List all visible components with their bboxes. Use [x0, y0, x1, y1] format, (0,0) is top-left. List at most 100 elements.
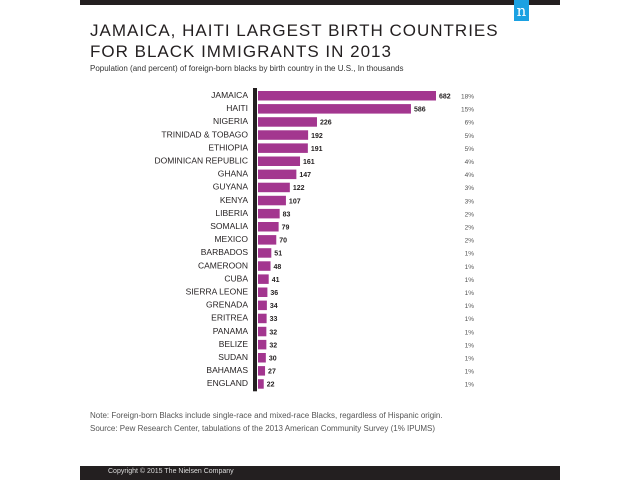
category-label: BARBADOS: [201, 247, 249, 257]
percent-label: 2%: [465, 225, 475, 232]
percent-label: 1%: [465, 290, 475, 297]
category-label: SOMALIA: [210, 221, 248, 231]
value-label: 48: [274, 264, 282, 271]
category-label: ERITREA: [211, 313, 248, 323]
category-label: SIERRA LEONE: [186, 287, 249, 297]
bar: [258, 222, 279, 232]
bar: [258, 326, 267, 337]
bar: [258, 143, 308, 153]
category-label: KENYA: [220, 195, 249, 205]
value-label: 161: [303, 159, 315, 166]
copyright: Copyright © 2015 The Nielsen Company: [108, 468, 234, 475]
percent-label: 1%: [465, 316, 475, 323]
percent-label: 1%: [465, 277, 475, 284]
bar: [258, 353, 266, 363]
percent-label: 1%: [465, 251, 475, 258]
value-label: 682: [439, 94, 451, 101]
bar: [258, 235, 277, 245]
bar: [258, 156, 301, 166]
value-label: 70: [279, 238, 287, 245]
category-label: BAHAMAS: [206, 365, 248, 375]
bar: [258, 300, 267, 311]
value-label: 191: [311, 146, 323, 153]
bar: [258, 366, 266, 376]
percent-label: 4%: [465, 172, 475, 179]
category-label: MEXICO: [214, 234, 248, 244]
value-label: 147: [299, 172, 311, 179]
value-label: 51: [274, 251, 282, 258]
category-label: PANAMA: [213, 326, 249, 336]
bar: [258, 274, 269, 284]
bar: [258, 130, 309, 140]
value-label: 32: [269, 329, 277, 336]
category-label: BELIZE: [219, 339, 249, 349]
percent-label: 3%: [465, 185, 475, 192]
percent-label: 1%: [465, 342, 475, 349]
category-label: SUDAN: [218, 352, 248, 362]
percent-label: 5%: [465, 133, 475, 140]
bar: [258, 287, 268, 297]
percent-label: 6%: [465, 120, 475, 127]
percent-label: 2%: [465, 238, 475, 245]
percent-label: 18%: [461, 94, 474, 101]
category-label: ENGLAND: [207, 378, 248, 388]
percent-label: 15%: [461, 107, 474, 114]
category-label: LIBERIA: [215, 208, 248, 218]
category-label: ETHIOPIA: [208, 142, 248, 152]
notes: Note: Foreign-born Blacks include single…: [90, 409, 443, 435]
source-text: Source: Pew Research Center, tabulations…: [90, 424, 436, 433]
bar: [258, 104, 411, 114]
bar: [258, 261, 271, 271]
axis-line: [253, 88, 257, 392]
bar: [258, 169, 297, 180]
percent-label: 3%: [465, 198, 475, 205]
value-label: 107: [289, 198, 301, 205]
nielsen-logo: n: [514, 0, 529, 21]
value-label: 122: [293, 185, 305, 192]
value-label: 83: [283, 211, 291, 218]
chart-subtitle: Population (and percent) of foreign-born…: [90, 64, 404, 73]
category-label: GRENADA: [206, 300, 248, 310]
category-label: GUYANA: [213, 182, 249, 192]
bar: [258, 379, 264, 389]
value-label: 22: [267, 382, 275, 389]
bar: [258, 313, 267, 324]
category-label: TRINIDAD & TOBAGO: [161, 129, 248, 139]
value-label: 41: [272, 277, 280, 284]
bar: [258, 182, 290, 193]
category-label: HAITI: [226, 103, 248, 113]
percent-label: 5%: [465, 146, 475, 153]
value-label: 34: [270, 303, 278, 310]
percent-label: 1%: [465, 329, 475, 336]
bar: [258, 91, 436, 101]
value-label: 33: [270, 316, 278, 323]
percent-label: 1%: [465, 264, 475, 271]
value-label: 30: [269, 356, 277, 363]
category-label: GHANA: [218, 169, 249, 179]
value-label: 586: [414, 107, 426, 114]
category-label: DOMINICAN REPUBLIC: [154, 156, 248, 166]
bar: [258, 195, 286, 206]
chart-title: JAMAICA, HAITI LARGEST BIRTH COUNTRIES F…: [90, 21, 499, 61]
category-label: CUBA: [224, 273, 248, 283]
bar: [258, 248, 272, 258]
percent-label: 2%: [465, 211, 475, 218]
footer-bar: Copyright © 2015 The Nielsen Company: [80, 466, 560, 480]
bar: [258, 208, 280, 219]
top-bar: [80, 0, 560, 5]
category-label: NIGERIA: [213, 116, 248, 126]
value-label: 36: [270, 290, 278, 297]
percent-label: 1%: [465, 382, 475, 389]
bar: [258, 339, 267, 350]
bar: [258, 117, 317, 127]
value-label: 79: [282, 225, 290, 232]
value-label: 226: [320, 120, 332, 127]
value-label: 192: [311, 133, 323, 140]
value-label: 32: [269, 342, 277, 349]
category-label: JAMAICA: [211, 90, 248, 100]
note-text: Note: Foreign-born Blacks include single…: [90, 411, 443, 420]
value-label: 27: [268, 369, 276, 376]
percent-label: 4%: [465, 159, 475, 166]
percent-label: 1%: [465, 303, 475, 310]
